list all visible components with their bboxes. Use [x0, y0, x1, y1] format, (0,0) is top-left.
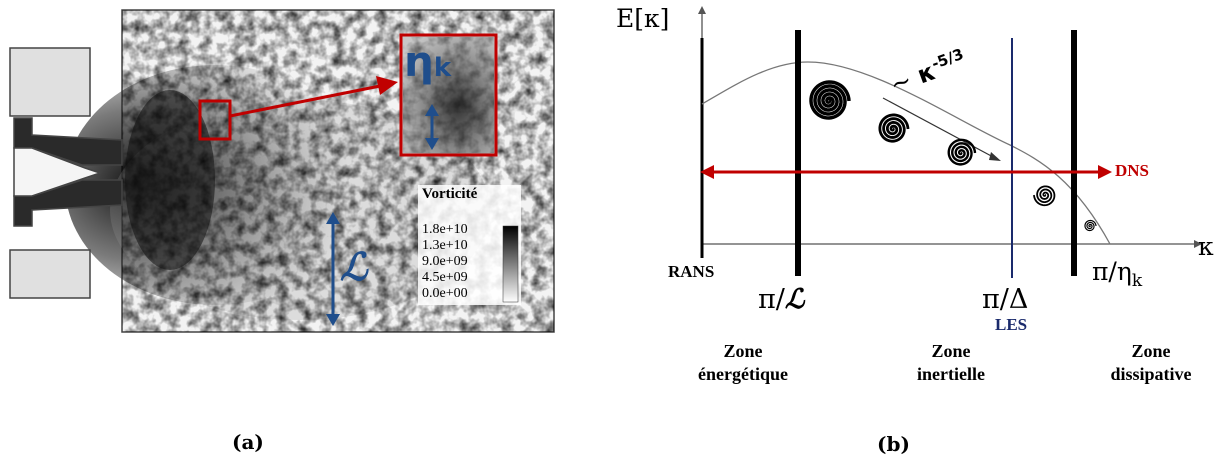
x-axis-label: κ [1198, 232, 1214, 261]
caption-a: (a) [232, 430, 264, 454]
dns-label: DNS [1115, 161, 1150, 180]
eddy-large [809, 80, 851, 120]
tick-pi-over-delta: π/Δ [982, 284, 1029, 315]
les-label: LES [995, 315, 1028, 334]
legend-ticks: 1.8e+10 1.3e+10 9.0e+09 4.5e+09 0.0e+00 [422, 222, 468, 301]
tick-pi-over-L: π/ℒ [758, 284, 805, 315]
injector [9, 47, 123, 299]
slope-arrow [882, 97, 996, 159]
caption-b: (b) [877, 432, 910, 456]
eddy-medium-1 [878, 113, 910, 143]
integral-scale-label: ℒ [340, 244, 368, 289]
eta-scale-arrow [425, 104, 439, 150]
zoom-arrow [229, 84, 381, 118]
integral-scale-arrow [326, 212, 340, 326]
legend-title: Vorticité [422, 186, 478, 202]
y-axis-label: E[κ] [616, 4, 670, 33]
eddies [809, 80, 1097, 232]
dns-range-arrow [700, 165, 1112, 179]
eta-label: ηk [404, 37, 452, 86]
eddy-small-2 [1084, 219, 1097, 232]
colorbar [502, 225, 519, 303]
spectrum-curve [701, 61, 1111, 245]
zone-dissipative: Zone dissipative [1110, 341, 1192, 384]
eddy-medium-2 [947, 138, 977, 166]
zone-inertial: Zone inertielle [917, 341, 985, 384]
rans-label: RANS [668, 262, 715, 281]
eddy-small-1 [1033, 185, 1056, 207]
tick-pi-over-eta: π/ηk [1092, 257, 1143, 291]
zone-energetic: Zone énergétique [698, 341, 788, 384]
zoom-source-box [198, 99, 232, 141]
